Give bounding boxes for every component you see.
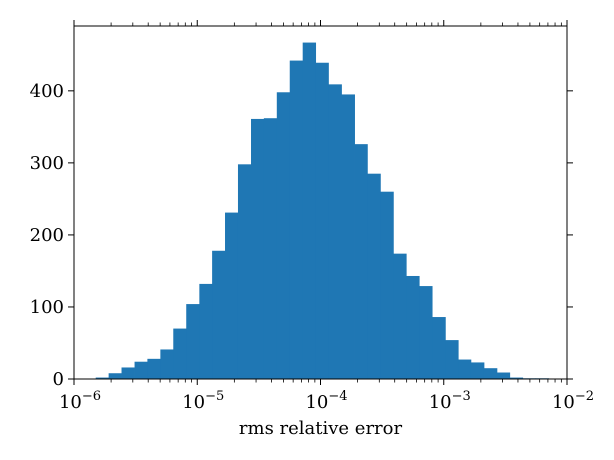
histogram-bar [380,191,394,379]
histogram-bar [393,253,407,379]
y-tick-labels: 0 100 200 300 400 [30,81,64,390]
x-tick-label: 10−6 [59,389,101,413]
histogram-bar [367,173,381,379]
major-ticks [68,20,573,385]
y-tick-label: 300 [30,153,64,174]
histogram-bar [108,373,122,379]
histogram-bar [354,144,368,379]
y-tick-label: 0 [53,369,64,390]
histogram-bar [341,94,355,379]
histogram-bar [470,362,485,379]
histogram-bar [509,377,524,379]
histogram-bar [147,358,161,379]
histogram-bar [251,118,265,380]
histogram-bar [121,367,135,379]
histogram-bar [289,60,304,380]
histogram-bar [212,250,226,379]
histogram-bar [186,304,200,379]
plot-frame [73,25,568,380]
histogram-bar [458,359,472,379]
histogram-bar [432,317,446,379]
y-tick-label: 400 [30,81,64,102]
x-tick-label: 10−3 [429,389,471,413]
histogram-bar [263,118,278,379]
histogram-bar [95,377,110,379]
x-tick-label: 10−2 [552,389,594,413]
histogram-bar [328,84,342,379]
histogram-bar [445,340,459,379]
histogram-bar [315,62,329,380]
histogram-bar [173,328,187,379]
y-tick-label: 100 [30,297,64,318]
x-tick-label: 10−5 [182,389,224,413]
histogram-bar [199,283,213,379]
histogram-bar [406,275,420,379]
histogram-bar [302,42,317,379]
histogram-bar [160,349,174,379]
histogram-bar [237,164,252,379]
histogram-bar [276,92,291,379]
x-axis-label: rms relative error [239,418,403,439]
x-minor-ticks [110,22,562,383]
histogram-bar [496,372,511,379]
histogram-bar [419,286,433,379]
y-tick-label: 200 [30,225,64,246]
histogram-bar [483,368,498,379]
x-tick-labels: 10−6 10−5 10−4 10−3 10−2 [59,389,594,413]
histogram-bars [95,42,550,380]
histogram-bar [134,361,148,379]
histogram-bar [225,212,239,379]
x-tick-label: 10−4 [305,389,347,413]
